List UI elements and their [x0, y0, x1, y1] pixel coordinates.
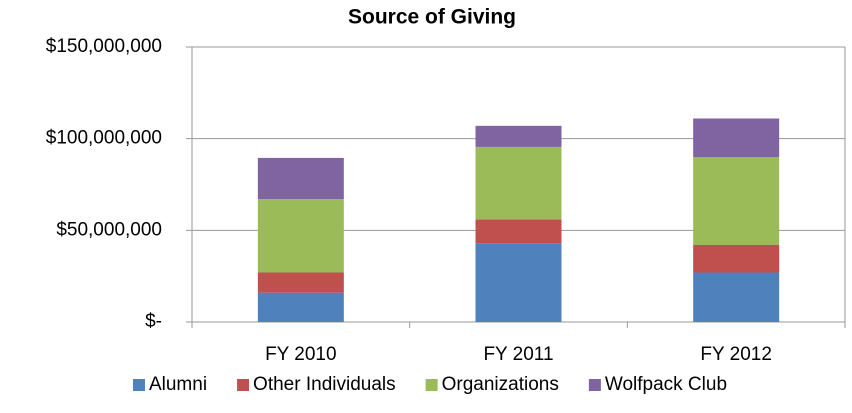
legend-swatch [132, 379, 145, 391]
legend-swatch [588, 379, 601, 391]
bar-segment [257, 199, 344, 273]
bar-segment [693, 118, 780, 157]
y-tick-label: $- [145, 311, 162, 332]
bar-segment [693, 245, 780, 273]
legend-swatch [425, 379, 438, 391]
bar-segment [475, 243, 562, 322]
y-tick-label: $150,000,000 [46, 36, 162, 57]
legend-swatch [237, 379, 250, 391]
bar-segment [257, 157, 344, 200]
legend-label: Organizations [442, 374, 559, 395]
legend-label: Other Individuals [253, 374, 396, 395]
chart-title: Source of Giving [348, 6, 516, 29]
x-tick-label: FY 2012 [700, 344, 771, 365]
bar-segment [693, 272, 780, 322]
bar-segment [257, 292, 344, 322]
bar-segment [475, 146, 562, 220]
bar-segment [475, 125, 562, 147]
bar-segment [475, 219, 562, 244]
x-tick-label: FY 2011 [483, 344, 553, 365]
x-tick-label: FY 2010 [265, 344, 336, 365]
y-tick-label: $100,000,000 [46, 128, 162, 149]
legend-label: Wolfpack Club [605, 374, 727, 395]
y-tick-label: $50,000,000 [56, 219, 162, 240]
bar-segment [257, 272, 344, 293]
legend-label: Alumni [149, 374, 207, 395]
bar-segment [693, 157, 780, 245]
